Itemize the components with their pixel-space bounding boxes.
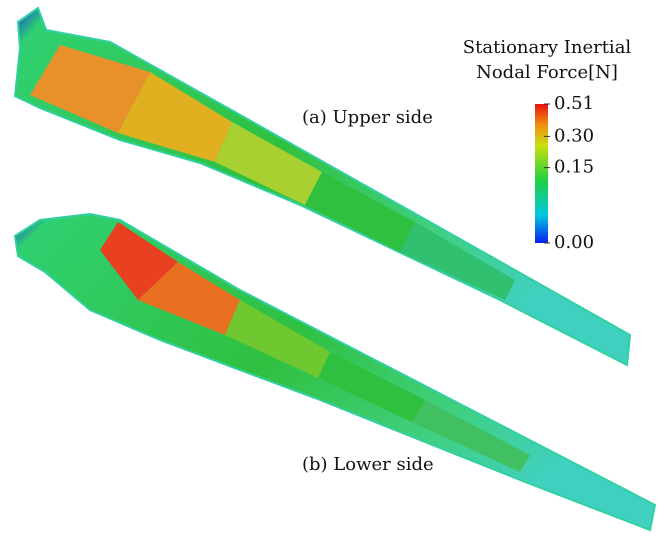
colorbar-tick-label: 0.15 bbox=[554, 157, 594, 178]
colorbar-tick-label: 0.51 bbox=[554, 93, 594, 114]
colorbar-tick-label: 0.00 bbox=[554, 232, 594, 253]
legend-title: Nodal Force[N] bbox=[476, 62, 618, 83]
legend-title: Stationary Inertial bbox=[463, 37, 632, 58]
caption: (a) Upper side bbox=[302, 107, 433, 128]
caption: (b) Lower side bbox=[302, 454, 434, 475]
colorbar-tick-label: 0.30 bbox=[554, 125, 594, 146]
colorbar-scale bbox=[535, 104, 548, 243]
lower-blade bbox=[15, 214, 655, 530]
figure: Stationary Inertial Nodal Force[N] (a) U… bbox=[0, 0, 666, 538]
colorbar: 0.51 0.30 0.15 0.00 bbox=[535, 93, 594, 253]
